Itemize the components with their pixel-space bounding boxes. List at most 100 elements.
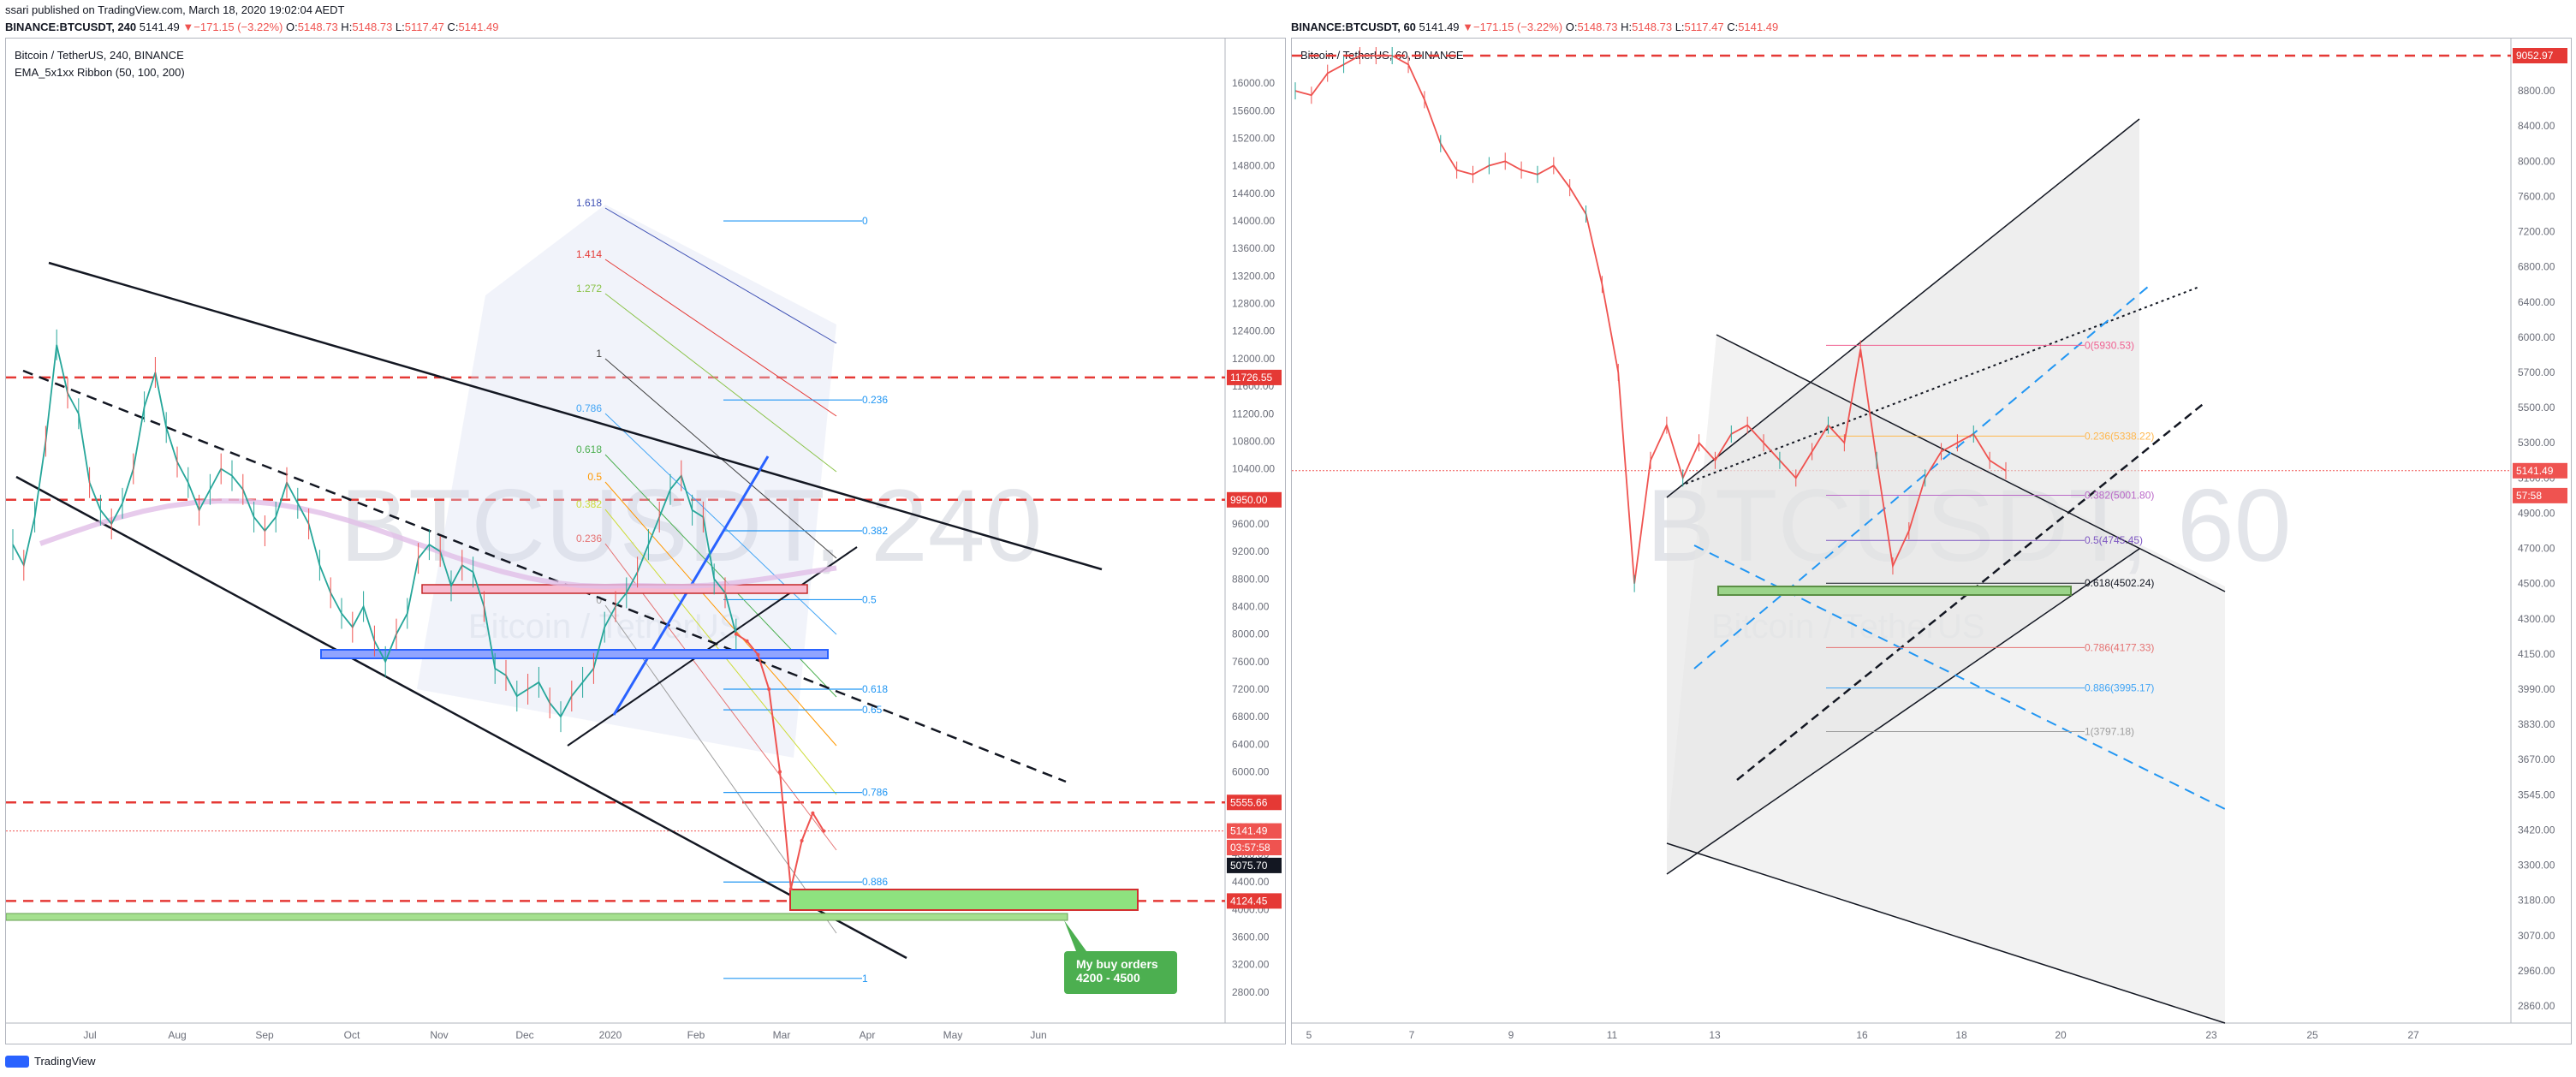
left-upper-trendline xyxy=(48,261,1103,571)
left-y-tick-label: 15600.00 xyxy=(1232,104,1275,116)
left-support-zone xyxy=(320,649,829,659)
right-y-tick-label: 3070.00 xyxy=(2518,930,2555,942)
left-crash-point xyxy=(756,652,760,657)
right-descending-channel xyxy=(1667,335,2225,1023)
left-y-tick-label: 15200.00 xyxy=(1232,133,1275,145)
left-crash-point xyxy=(745,639,749,643)
right-y-tick-label: 3670.00 xyxy=(2518,753,2555,765)
right-desc-upper-line xyxy=(1716,334,2226,592)
left-y-tick-label: 11200.00 xyxy=(1232,408,1274,419)
left-price-label: 5555.66 xyxy=(1230,796,1268,808)
left-x-tick-label: Nov xyxy=(430,1029,448,1041)
right-fib-level-label: 0.786(4177.33) xyxy=(2085,641,2154,653)
footer-brand: TradingView xyxy=(34,1055,96,1068)
left-price-label: 4124.45 xyxy=(1230,895,1268,907)
right-y-tick-label: 4700.00 xyxy=(2518,543,2555,555)
left-y-tick-label: 14000.00 xyxy=(1232,215,1275,227)
tradingview-logo-icon xyxy=(5,1055,29,1068)
left-fib-level-label: 0 xyxy=(862,215,868,227)
left-indicator-label: EMA_5x1xx Ribbon (50, 100, 200) xyxy=(15,66,185,79)
right-y-tick-label: 4500.00 xyxy=(2518,578,2555,590)
left-ema-ribbon xyxy=(39,498,837,590)
left-y-tick-label: 6000.00 xyxy=(1232,766,1270,778)
left-x-tick-label: Jun xyxy=(1030,1029,1046,1041)
right-x-tick-label: 7 xyxy=(1409,1029,1415,1041)
left-chart-svg[interactable]: BTCUSDT, 240 Bitcoin / TetherUS Bitcoin … xyxy=(6,39,1285,1044)
right-x-tick-label: 18 xyxy=(1955,1029,1967,1041)
right-fib-level-label: 0(5930.53) xyxy=(2085,339,2134,351)
left-y-tick-label: 2800.00 xyxy=(1232,986,1270,998)
right-y-tick-label: 2960.00 xyxy=(2518,965,2555,977)
left-y-tick-label: 13200.00 xyxy=(1232,270,1275,282)
left-y-tick-label: 16000.00 xyxy=(1232,77,1275,89)
right-price-label: 5141.49 xyxy=(2516,465,2554,477)
right-y-tick-label: 4150.00 xyxy=(2518,648,2555,660)
right-upper-channel-line xyxy=(1666,118,2140,498)
right-x-tick-label: 16 xyxy=(1856,1029,1868,1041)
right-y-tick-label: 7600.00 xyxy=(2518,190,2555,202)
right-chart-panel[interactable]: BTCUSDT, 60 Bitcoin / TetherUS Bitcoin /… xyxy=(1291,38,2572,1044)
right-x-tick-label: 27 xyxy=(2407,1029,2419,1041)
right-price-label-bg xyxy=(2513,462,2567,479)
left-y-tick-label: 10800.00 xyxy=(1232,435,1275,447)
left-price-label: 03:57:58 xyxy=(1230,842,1270,854)
left-chart-title: Bitcoin / TetherUS, 240, BINANCE xyxy=(15,49,184,62)
right-symbol-header: BINANCE:BTCUSDT, 60 5141.49 ▼−171.15 (−3… xyxy=(1291,21,1779,33)
right-price-label-bg xyxy=(2513,487,2567,503)
left-crash-point xyxy=(811,811,815,815)
left-fib-fan-label: 0.618 xyxy=(576,443,602,455)
right-fib-level-label: 0.886(3995.17) xyxy=(2085,682,2154,694)
left-x-tick-label: Oct xyxy=(344,1029,360,1041)
left-crash-point xyxy=(767,687,771,691)
left-price-label: 9950.00 xyxy=(1230,494,1268,506)
left-chart-panel[interactable]: BTCUSDT, 240 Bitcoin / TetherUS Bitcoin … xyxy=(5,38,1286,1044)
right-chart-svg[interactable]: BTCUSDT, 60 Bitcoin / TetherUS Bitcoin /… xyxy=(1292,39,2571,1044)
left-x-tick-label: Sep xyxy=(255,1029,274,1041)
right-y-tick-label: 4300.00 xyxy=(2518,613,2555,625)
left-y-tick-label: 7200.00 xyxy=(1232,683,1270,695)
left-y-tick-label: 12800.00 xyxy=(1232,298,1275,310)
left-fib-level-label: 1 xyxy=(862,973,868,985)
left-x-tick-label: Jul xyxy=(83,1029,96,1041)
left-fib-fan-line xyxy=(604,413,837,635)
right-y-tick-label: 3180.00 xyxy=(2518,895,2555,907)
left-y-tick-label: 10400.00 xyxy=(1232,463,1275,475)
left-price-label-bg xyxy=(1227,840,1282,855)
left-y-tick-label: 8400.00 xyxy=(1232,600,1270,612)
right-y-tick-label: 8800.00 xyxy=(2518,85,2555,97)
left-price-label-bg xyxy=(1227,369,1282,385)
left-y-tick-label: 6400.00 xyxy=(1232,738,1270,750)
left-fib-level-label: 0.886 xyxy=(862,876,888,888)
left-price-label-bg xyxy=(1227,491,1282,508)
left-price-label: 11726.55 xyxy=(1230,372,1272,384)
left-fib-fan-line xyxy=(604,259,837,417)
right-x-tick-label: 20 xyxy=(2055,1029,2067,1041)
left-x-tick-label: 2020 xyxy=(599,1029,622,1041)
left-fib-fan-label: 0 xyxy=(596,594,602,606)
left-fib-fan-line xyxy=(604,604,837,934)
left-fib-level-label: 0.618 xyxy=(862,683,888,695)
right-y-tick-label: 6800.00 xyxy=(2518,261,2555,273)
left-y-tick-label: 13600.00 xyxy=(1232,242,1275,254)
left-fib-fan-line xyxy=(604,293,837,473)
left-fib-fan-line xyxy=(604,481,837,747)
left-price-label: 5075.70 xyxy=(1230,860,1268,872)
left-price-label-bg xyxy=(1227,794,1282,811)
left-fib-fan-area xyxy=(417,205,836,758)
left-annotation-text: 4200 - 4500 xyxy=(1076,971,1140,985)
right-y-tick-label: 7200.00 xyxy=(2518,226,2555,238)
left-price-label-bg xyxy=(1227,893,1282,909)
right-y-tick-label: 3545.00 xyxy=(2518,788,2555,800)
left-crash-point xyxy=(822,829,826,833)
left-x-tick-label: Dec xyxy=(515,1029,533,1041)
right-y-tick-label: 2860.00 xyxy=(2518,1000,2555,1012)
right-x-tick-label: 25 xyxy=(2306,1029,2318,1041)
right-fib-level-label: 0.618(4502.24) xyxy=(2085,577,2154,589)
right-y-tick-label: 3420.00 xyxy=(2518,824,2555,836)
right-price-label-bg xyxy=(2513,48,2567,63)
left-x-tick-label: Mar xyxy=(773,1029,791,1041)
left-y-tick-label: 4400.00 xyxy=(1232,876,1270,888)
left-y-tick-label: 12400.00 xyxy=(1232,325,1275,337)
left-y-tick-label: 14800.00 xyxy=(1232,160,1275,172)
right-y-tick-label: 5300.00 xyxy=(2518,437,2555,449)
